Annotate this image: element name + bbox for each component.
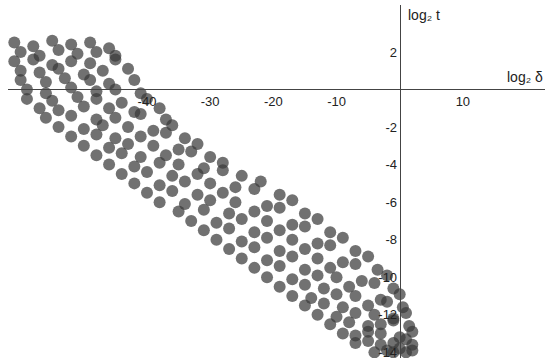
svg-text:-14: -14	[378, 345, 397, 360]
svg-text:-40: -40	[138, 94, 157, 109]
svg-text:-10: -10	[378, 270, 397, 285]
svg-text:-4: -4	[386, 157, 398, 172]
svg-text:-20: -20	[264, 94, 283, 109]
svg-text:log₂ t: log₂ t	[408, 7, 440, 23]
svg-text:-6: -6	[386, 195, 398, 210]
svg-text:-2: -2	[386, 120, 398, 135]
svg-text:2: 2	[390, 44, 397, 59]
svg-text:log₂ δ: log₂ δ	[507, 69, 543, 85]
svg-text:-12: -12	[378, 307, 397, 322]
svg-text:-10: -10	[327, 94, 346, 109]
svg-text:-8: -8	[386, 232, 398, 247]
svg-text:-30: -30	[201, 94, 220, 109]
svg-text:10: 10	[456, 94, 470, 109]
